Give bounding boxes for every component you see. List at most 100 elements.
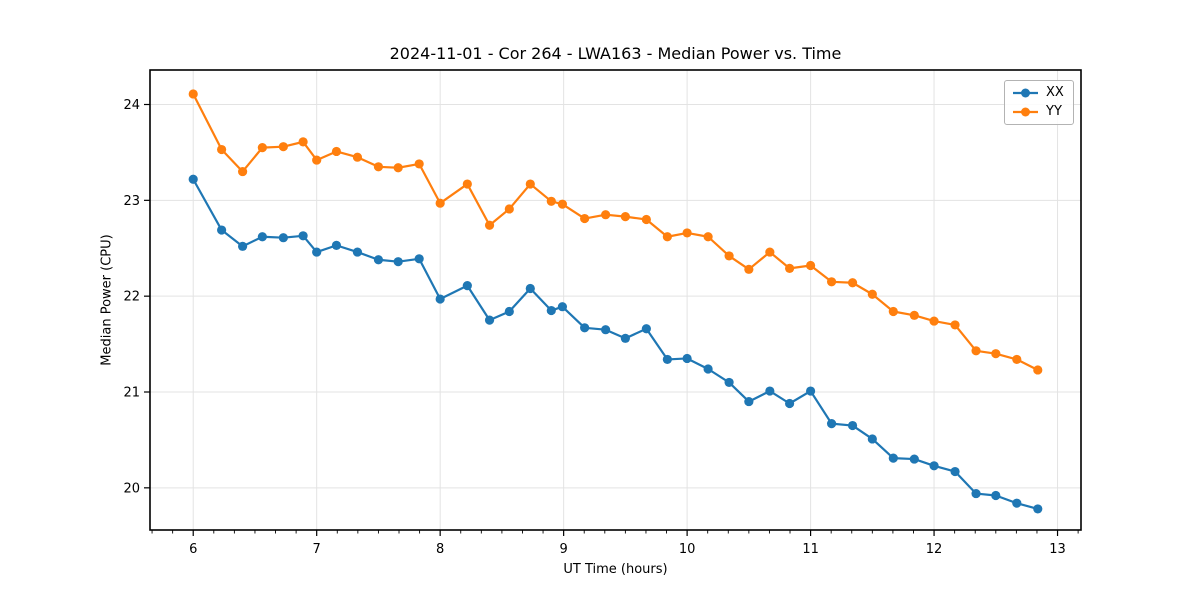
series-yy-point bbox=[682, 228, 692, 238]
series-yy-point bbox=[847, 278, 858, 288]
series-xx-point bbox=[435, 294, 445, 304]
series-yy-point bbox=[765, 247, 775, 257]
series-yy-line bbox=[192, 92, 1039, 372]
series-xx-point bbox=[525, 283, 535, 294]
series-yy-point bbox=[744, 264, 754, 274]
series-yy-point bbox=[557, 199, 568, 209]
series-yy-point bbox=[909, 310, 919, 320]
legend-item-yy: YY bbox=[1012, 104, 1064, 120]
series-yy-point bbox=[373, 162, 384, 172]
series-xx-point bbox=[393, 257, 403, 267]
series-xx-point bbox=[805, 386, 816, 396]
chart-title: 2024-11-01 - Cor 264 - LWA163 - Median P… bbox=[389, 44, 842, 63]
series-yy-point bbox=[352, 152, 363, 162]
series-xx-point bbox=[847, 420, 858, 431]
series-xx-point bbox=[724, 377, 734, 388]
series-yy-point bbox=[188, 89, 198, 99]
series-yy-point bbox=[703, 232, 713, 242]
series-yy-point bbox=[462, 179, 472, 189]
yy-series-marker-icon bbox=[1013, 107, 1038, 117]
series-yy-point bbox=[971, 346, 981, 356]
series-xx-point bbox=[238, 241, 248, 251]
series-xx-point bbox=[826, 419, 837, 429]
yy-legend-dot bbox=[1021, 107, 1030, 117]
series-yy-point bbox=[298, 137, 308, 147]
series-xx-point bbox=[373, 255, 384, 265]
series-yy-point bbox=[867, 289, 877, 299]
series-yy-point bbox=[546, 196, 556, 206]
series-yy-point bbox=[331, 146, 342, 157]
series-xx-point bbox=[188, 174, 198, 184]
series-yy-point bbox=[580, 213, 590, 224]
series-yy-point bbox=[504, 204, 514, 214]
series-yy-point bbox=[620, 212, 630, 222]
series-yy-point bbox=[784, 263, 795, 273]
legend-item-xx: XX bbox=[1012, 85, 1064, 101]
series-xx-point bbox=[662, 354, 672, 365]
series-yy-point bbox=[484, 220, 495, 230]
series-yy-point bbox=[525, 179, 535, 189]
legend-label-yy: YY bbox=[1046, 104, 1062, 119]
series-xx-point bbox=[331, 240, 342, 250]
x-tick-label: 6 bbox=[189, 542, 197, 557]
series-yy-point bbox=[238, 166, 248, 177]
series-xx-point bbox=[765, 386, 775, 396]
series-xx-point bbox=[929, 461, 939, 471]
series-xx-point bbox=[414, 254, 424, 264]
series-yy-point bbox=[217, 144, 227, 155]
series-yy-point bbox=[435, 198, 445, 208]
y-axis: 20 21 22 23 24 bbox=[123, 98, 150, 496]
series-yy bbox=[188, 89, 1043, 375]
plot-frame bbox=[149, 69, 1082, 531]
xx-legend-dot bbox=[1021, 88, 1030, 98]
series-yy-point bbox=[1012, 354, 1022, 365]
x-tick-label: 10 bbox=[679, 542, 696, 557]
xx-series-marker-icon bbox=[1013, 88, 1038, 98]
series-xx-point bbox=[991, 490, 1001, 501]
y-tick-label: 20 bbox=[123, 481, 140, 496]
x-axis-label: UT Time (hours) bbox=[563, 562, 668, 577]
series-xx-point bbox=[909, 454, 919, 464]
series-yy-point bbox=[641, 214, 651, 225]
series-xx-point bbox=[867, 434, 877, 444]
series-yy-point bbox=[826, 277, 837, 287]
x-tick-label: 11 bbox=[802, 542, 819, 557]
series-yy-point bbox=[414, 159, 424, 169]
series-xx-point bbox=[462, 281, 472, 291]
y-tick-label: 22 bbox=[123, 290, 140, 305]
series-yy-point bbox=[991, 349, 1001, 359]
series-yy-point bbox=[393, 163, 403, 173]
legend: XX YY bbox=[1004, 80, 1074, 125]
legend-label-xx: XX bbox=[1046, 85, 1064, 100]
gridlines bbox=[150, 70, 1081, 530]
series-xx-point bbox=[217, 225, 227, 235]
series-xx-point bbox=[950, 466, 960, 477]
series-xx-point bbox=[784, 398, 795, 409]
series-xx-point bbox=[682, 353, 692, 364]
series-xx-point bbox=[557, 302, 568, 312]
series-yy-point bbox=[312, 155, 322, 165]
x-tick-label: 9 bbox=[559, 542, 567, 557]
x-tick-label: 13 bbox=[1049, 542, 1066, 557]
series-xx-point bbox=[580, 323, 590, 333]
y-tick-label: 23 bbox=[123, 194, 140, 209]
y-tick-label: 21 bbox=[123, 386, 140, 401]
series-yy-point bbox=[805, 260, 816, 271]
series-xx-point bbox=[1033, 504, 1043, 514]
series-xx-point bbox=[703, 364, 713, 374]
series-xx-point bbox=[971, 488, 981, 499]
series-xx-point bbox=[888, 453, 898, 463]
series-yy-point bbox=[950, 320, 960, 330]
series-xx-point bbox=[641, 324, 651, 334]
series-xx-point bbox=[484, 315, 495, 325]
y-axis-label: Median Power (CPU) bbox=[99, 234, 115, 366]
series-xx-point bbox=[504, 306, 514, 317]
x-tick-label: 7 bbox=[313, 542, 321, 557]
series-xx-point bbox=[744, 396, 754, 407]
series-yy-point bbox=[257, 143, 267, 153]
x-tick-label: 12 bbox=[926, 542, 943, 557]
series-xx-point bbox=[352, 247, 363, 257]
series-xx-point bbox=[546, 305, 556, 316]
x-tick-label: 8 bbox=[436, 542, 444, 557]
